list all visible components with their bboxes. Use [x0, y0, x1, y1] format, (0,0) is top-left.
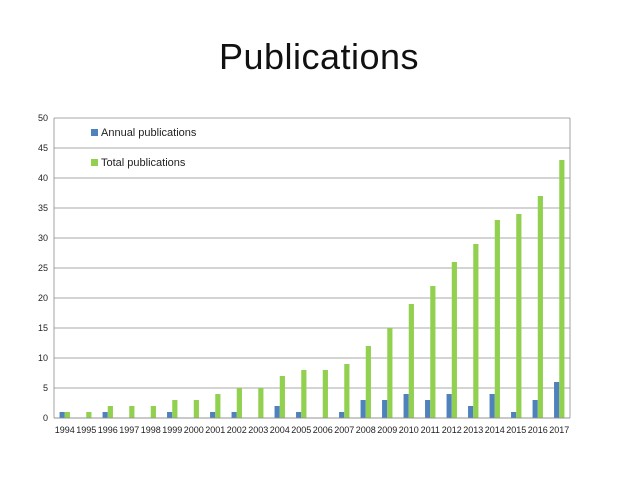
bar-annual — [532, 400, 538, 418]
bar-total — [215, 394, 221, 418]
bar-total — [537, 196, 543, 418]
x-tick-label: 2015 — [506, 425, 526, 435]
x-tick-label: 2004 — [270, 425, 290, 435]
x-tick-label: 2014 — [485, 425, 505, 435]
y-tick-label: 20 — [38, 293, 48, 303]
y-axis-ticks: 0 5 10 15 20 25 30 35 40 45 50 — [38, 113, 48, 423]
x-tick-label: 2013 — [463, 425, 483, 435]
bar-total — [473, 244, 479, 418]
bar-annual — [554, 382, 560, 418]
x-tick-label: 2011 — [421, 425, 440, 435]
x-tick-label: 2003 — [248, 425, 268, 435]
bar-total — [494, 220, 500, 418]
y-tick-label: 30 — [38, 233, 48, 243]
bar-annual — [360, 400, 366, 418]
y-tick-label: 5 — [43, 383, 48, 393]
bar-total — [64, 412, 70, 418]
bar-annual — [102, 412, 108, 418]
x-tick-label: 2001 — [205, 425, 225, 435]
x-tick-label: 2005 — [291, 425, 311, 435]
legend-label-annual: Annual publications — [101, 127, 197, 139]
y-tick-label: 0 — [43, 413, 48, 423]
y-tick-label: 35 — [38, 203, 48, 213]
x-tick-label: 2009 — [377, 425, 397, 435]
bar-annual — [382, 400, 388, 418]
y-tick-label: 15 — [38, 323, 48, 333]
bar-total — [408, 304, 414, 418]
bar-annual — [339, 412, 345, 418]
bar-total — [193, 400, 199, 418]
x-tick-label: 2010 — [399, 425, 419, 435]
x-tick-label: 2007 — [334, 425, 354, 435]
bars — [59, 160, 565, 418]
bar-total — [451, 262, 457, 418]
bar-total — [387, 328, 393, 418]
x-tick-label: 2008 — [356, 425, 376, 435]
x-tick-label: 2006 — [313, 425, 333, 435]
y-tick-label: 45 — [38, 143, 48, 153]
bar-annual — [167, 412, 173, 418]
legend-swatch-total — [91, 159, 98, 166]
bar-total — [129, 406, 135, 418]
x-tick-label: 2000 — [184, 425, 204, 435]
bar-total — [365, 346, 371, 418]
bar-annual — [210, 412, 216, 418]
bar-annual — [403, 394, 409, 418]
y-tick-label: 10 — [38, 353, 48, 363]
gridlines — [54, 117, 570, 419]
x-tick-label: 1996 — [98, 425, 118, 435]
axes — [53, 118, 571, 419]
chart-title: Publications — [218, 36, 420, 77]
x-tick-label: 1999 — [162, 425, 182, 435]
x-axis-ticks: 1994 1995 1996 1997 1998 1999 2000 2001 2002 2003… — [55, 425, 570, 435]
bar-total — [172, 400, 178, 418]
bar-total — [107, 406, 113, 418]
x-tick-label: 2017 — [549, 425, 569, 435]
bar-annual — [446, 394, 452, 418]
legend: Annual publications Total publications — [91, 127, 197, 169]
bar-annual — [274, 406, 280, 418]
bar-annual — [511, 412, 517, 418]
bar-total — [344, 364, 350, 418]
x-tick-label: 1997 — [119, 425, 139, 435]
y-tick-label: 40 — [38, 173, 48, 183]
bar-annual — [231, 412, 237, 418]
bar-annual — [296, 412, 302, 418]
bar-total — [86, 412, 92, 418]
bar-total — [559, 160, 565, 418]
bar-annual — [59, 412, 65, 418]
y-tick-label: 25 — [38, 263, 48, 273]
bar-total — [430, 286, 436, 418]
x-tick-label: 2012 — [442, 425, 462, 435]
bar-total — [258, 388, 264, 418]
bar-total — [322, 370, 328, 418]
bar-annual — [468, 406, 474, 418]
bar-total — [236, 388, 242, 418]
x-tick-label: 1994 — [55, 425, 75, 435]
x-tick-label: 1998 — [141, 425, 161, 435]
bar-total — [150, 406, 156, 418]
x-tick-label: 2002 — [227, 425, 247, 435]
x-tick-label: 1995 — [76, 425, 96, 435]
bar-total — [516, 214, 522, 418]
y-tick-label: 50 — [38, 113, 48, 123]
bar-total — [279, 376, 285, 418]
bar-total — [301, 370, 307, 418]
legend-label-total: Total publications — [101, 157, 186, 169]
bar-annual — [489, 394, 495, 418]
x-tick-label: 2016 — [528, 425, 548, 435]
bar-annual — [425, 400, 431, 418]
legend-swatch-annual — [91, 129, 98, 136]
